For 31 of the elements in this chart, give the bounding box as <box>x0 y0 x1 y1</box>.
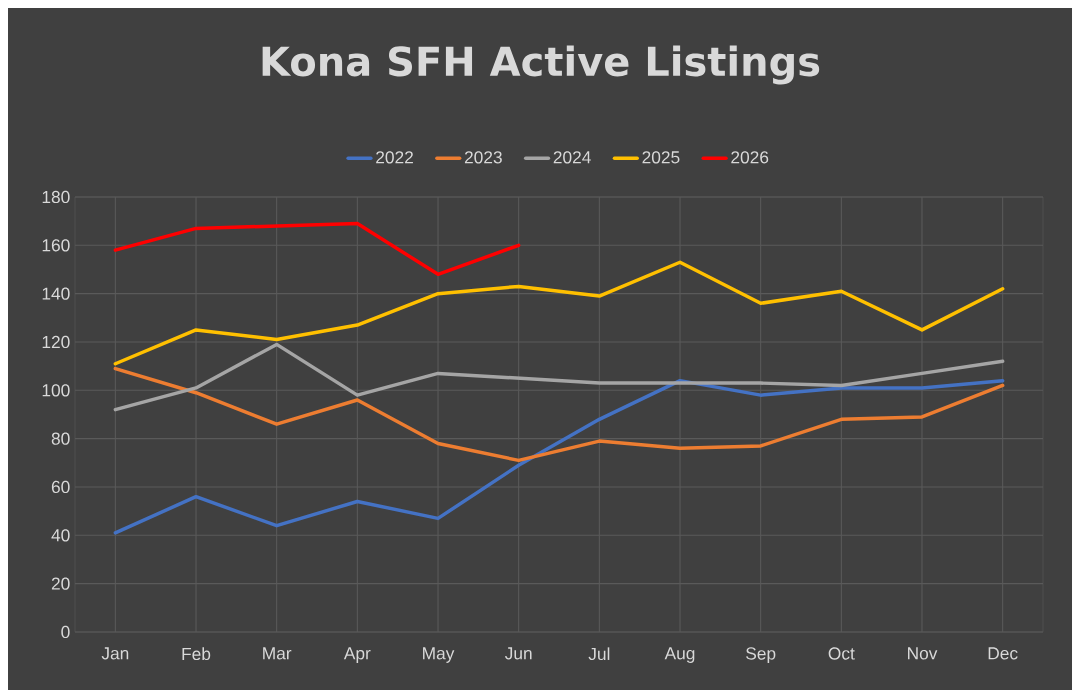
x-tick-label: Feb <box>182 647 211 661</box>
x-tick-label: May <box>423 647 455 663</box>
x-tick-label: Jun <box>504 647 532 660</box>
x-tick-label: Mar <box>263 647 292 660</box>
y-tick-label: 120 <box>42 335 70 349</box>
y-tick-label: 100 <box>42 384 70 397</box>
x-tick-label: Jul <box>588 647 610 661</box>
y-tick-label: 0 <box>61 625 70 639</box>
x-tick-label: Nov <box>908 647 938 660</box>
legend-label: 2023 <box>464 151 502 164</box>
legend-label: 2026 <box>731 151 769 164</box>
x-tick-label: Oct <box>828 647 855 660</box>
y-tick-label: 180 <box>42 190 70 204</box>
line-series <box>113 366 1005 463</box>
y-tick-label: 60 <box>51 480 70 494</box>
line-series <box>113 378 1005 535</box>
legend-label: 2025 <box>642 151 680 164</box>
x-tick-label: Apr <box>343 647 371 663</box>
x-tick-label: Aug <box>664 647 695 663</box>
x-tick-label: Jan <box>101 647 129 660</box>
x-tick-label: Dec <box>988 647 1018 660</box>
y-tick-label: 20 <box>51 577 70 590</box>
y-tick-label: 160 <box>42 239 70 252</box>
y-tick-label: 80 <box>51 432 70 445</box>
y-tick-label: 40 <box>51 529 70 542</box>
legend-label: 2022 <box>376 151 413 164</box>
y-tick-label: 140 <box>42 287 70 300</box>
legend-label: 2024 <box>553 151 591 164</box>
line-series <box>113 260 1005 366</box>
chart-title: Kona SFH Active Listings <box>262 45 820 85</box>
x-tick-label: Sep <box>746 647 776 664</box>
